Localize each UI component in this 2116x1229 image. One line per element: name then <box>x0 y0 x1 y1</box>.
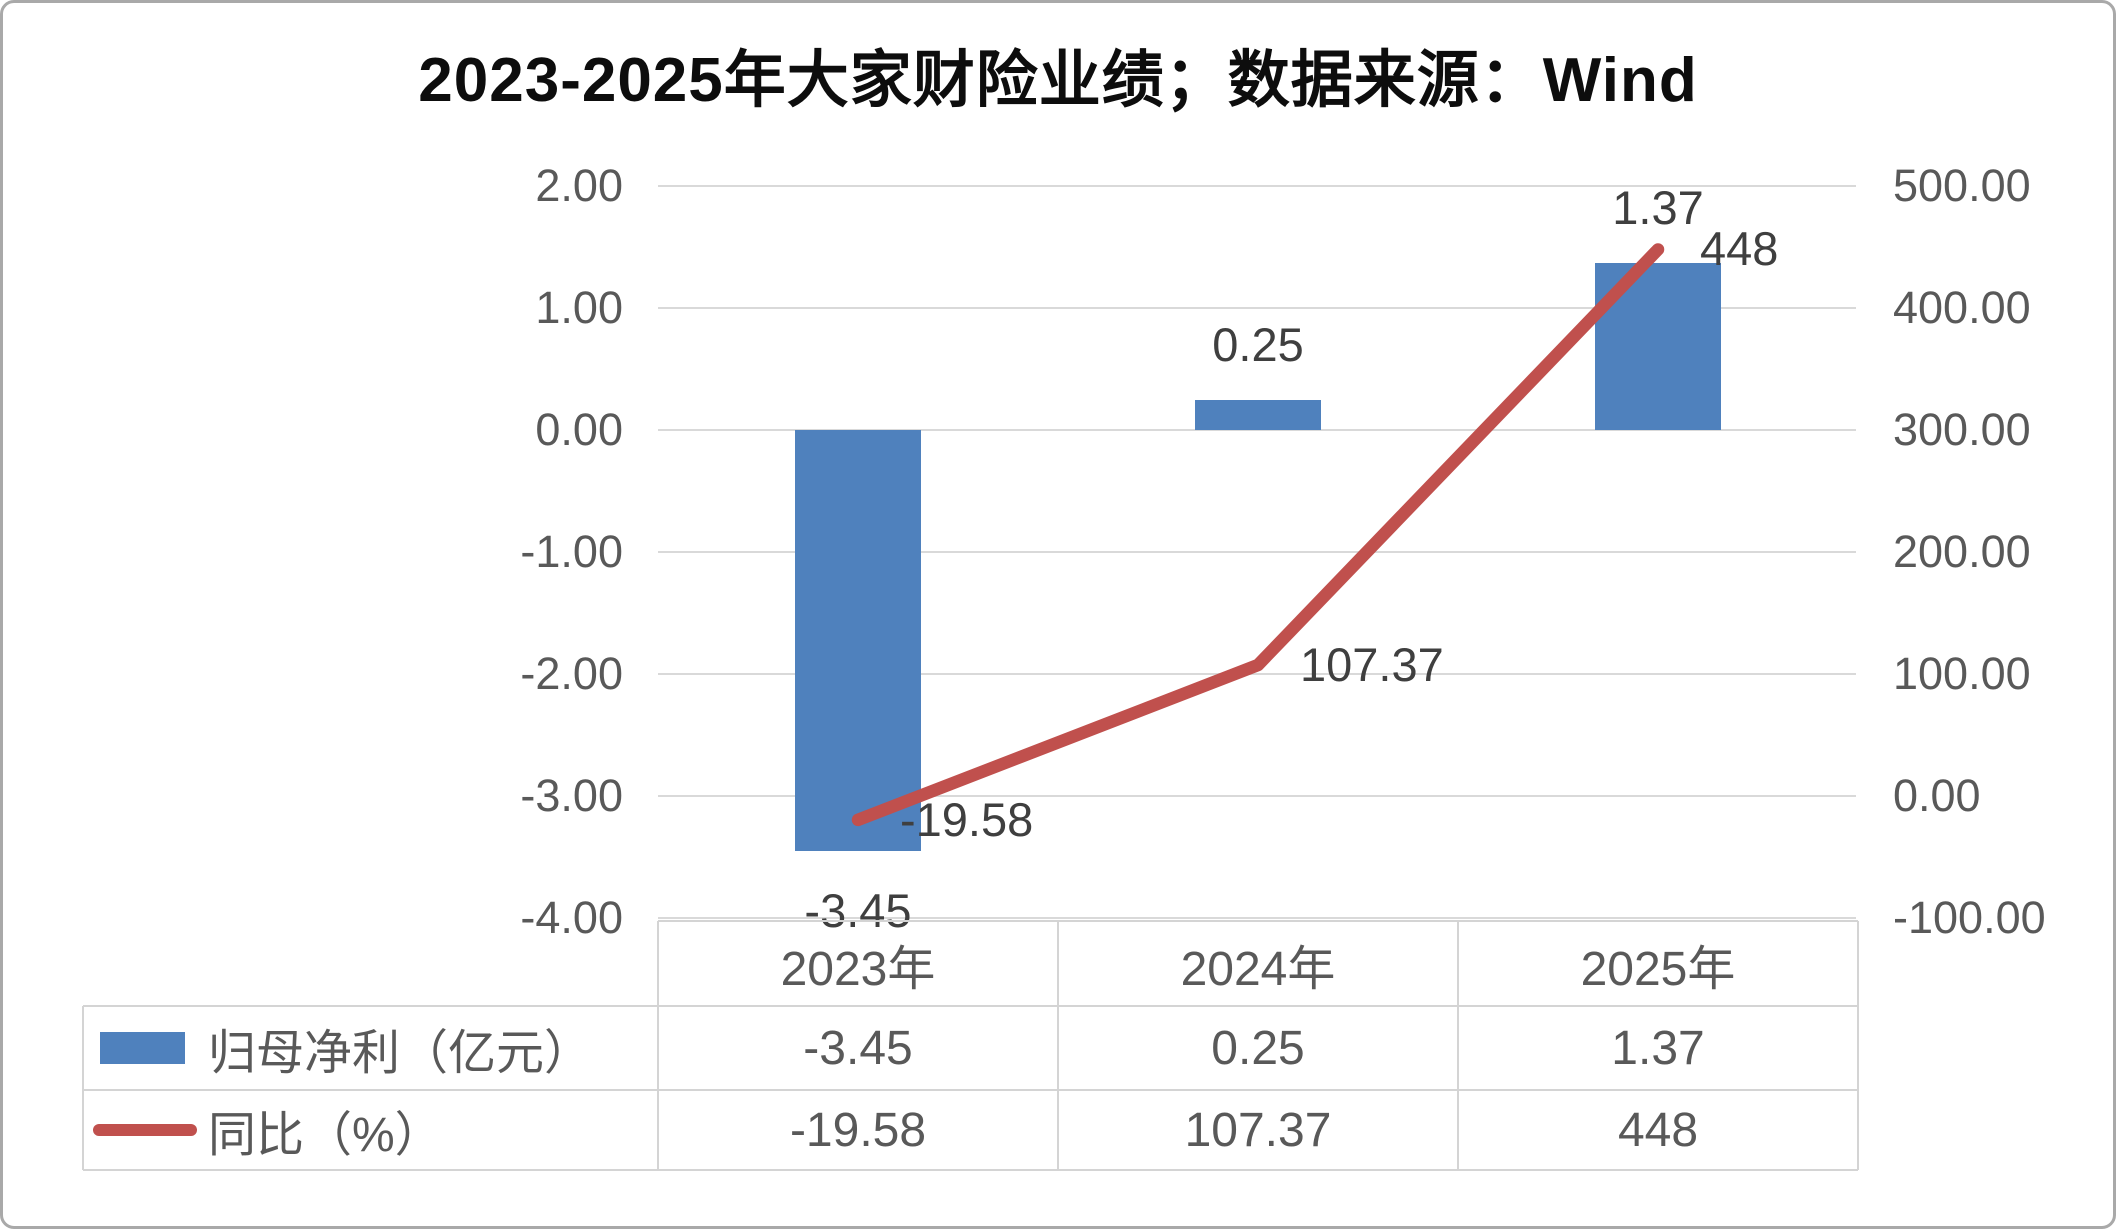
bar-data-label: 1.37 <box>1612 180 1704 234</box>
table-border <box>1857 921 1859 1170</box>
left-axis-tick: 2.00 <box>535 160 623 211</box>
table-cell: 0.25 <box>1211 1021 1305 1075</box>
line-data-label: 448 <box>1700 222 1779 276</box>
bar-2024年 <box>1195 399 1321 430</box>
table-border <box>658 920 1858 922</box>
table-border <box>83 1005 1858 1007</box>
grid-line <box>658 185 1856 187</box>
line-data-label: -19.58 <box>900 792 1034 846</box>
left-axis-tick: -2.00 <box>520 648 623 699</box>
table-cell: 107.37 <box>1184 1103 1332 1157</box>
left-axis-tick: 0.00 <box>535 404 623 455</box>
table-cell: 1.37 <box>1611 1021 1705 1075</box>
line-legend-swatch <box>93 1124 197 1136</box>
table-border <box>83 1089 1858 1091</box>
legend-label: 同比（%） <box>208 1109 443 1162</box>
table-cell: -19.58 <box>789 1103 927 1157</box>
table-header-2024年: 2024年 <box>1180 942 1336 996</box>
table-border <box>1057 921 1059 1170</box>
left-axis-tick: -3.00 <box>520 770 623 821</box>
bar-legend-swatch <box>100 1032 185 1064</box>
legend-label: 归母净利（亿元） <box>208 1027 593 1080</box>
table-border <box>657 921 659 1170</box>
table-border <box>83 1169 1858 1171</box>
table-header-2025年: 2025年 <box>1580 942 1736 996</box>
chart-area: 2.00 500.00 1.00 400.00 0.00 300.00 -1.00 200.0… <box>3 3 2113 1226</box>
bar-2025年 <box>1595 262 1721 430</box>
right-axis-tick: 500.00 <box>1893 160 2031 211</box>
bar-data-label: 0.25 <box>1212 317 1304 371</box>
right-axis-tick: 400.00 <box>1893 282 2031 333</box>
table-cell: 448 <box>1617 1103 1699 1157</box>
grid-line <box>658 917 1856 919</box>
table-border <box>82 1006 84 1170</box>
right-axis-tick: 200.00 <box>1893 526 2031 577</box>
table-header-2023年: 2023年 <box>780 942 936 996</box>
left-axis-tick: -4.00 <box>520 892 623 943</box>
table-border <box>1457 921 1459 1170</box>
bar-2023年 <box>795 430 921 851</box>
left-axis-tick: -1.00 <box>520 526 623 577</box>
right-axis-tick: 100.00 <box>1893 648 2031 699</box>
right-axis-tick: 300.00 <box>1893 404 2031 455</box>
left-axis-tick: 1.00 <box>535 282 623 333</box>
table-cell: -3.45 <box>803 1021 913 1075</box>
bar-data-label: -3.45 <box>804 883 912 937</box>
line-data-label: 107.37 <box>1300 638 1444 691</box>
right-axis-tick: -100.00 <box>1893 892 2046 943</box>
right-axis-tick: 0.00 <box>1893 770 1981 821</box>
chart-title: 2023-2025年大家财险业绩；数据来源：Wind <box>418 46 1698 115</box>
